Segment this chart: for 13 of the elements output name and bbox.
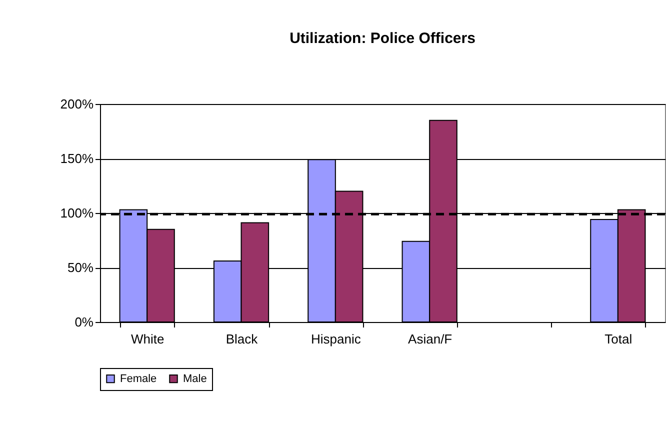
y-tick-label: 150% [60, 151, 94, 166]
legend-label: Male [183, 372, 207, 385]
y-tick-label: 200% [60, 96, 94, 112]
y-tick-label: 100% [60, 206, 94, 220]
x-tick-label: Black [226, 332, 258, 346]
x-tick-label: Total [604, 332, 632, 346]
legend-label: Female [120, 372, 157, 385]
chart-title: Utilization: Police Officers [290, 30, 476, 47]
y-tick-label: 0% [74, 314, 94, 330]
y-tick-label: 50% [67, 260, 94, 275]
x-tick-label: White [130, 332, 164, 346]
x-tick-label: Hispanic [310, 332, 362, 346]
x-tick-label: Asian/F [408, 332, 452, 346]
